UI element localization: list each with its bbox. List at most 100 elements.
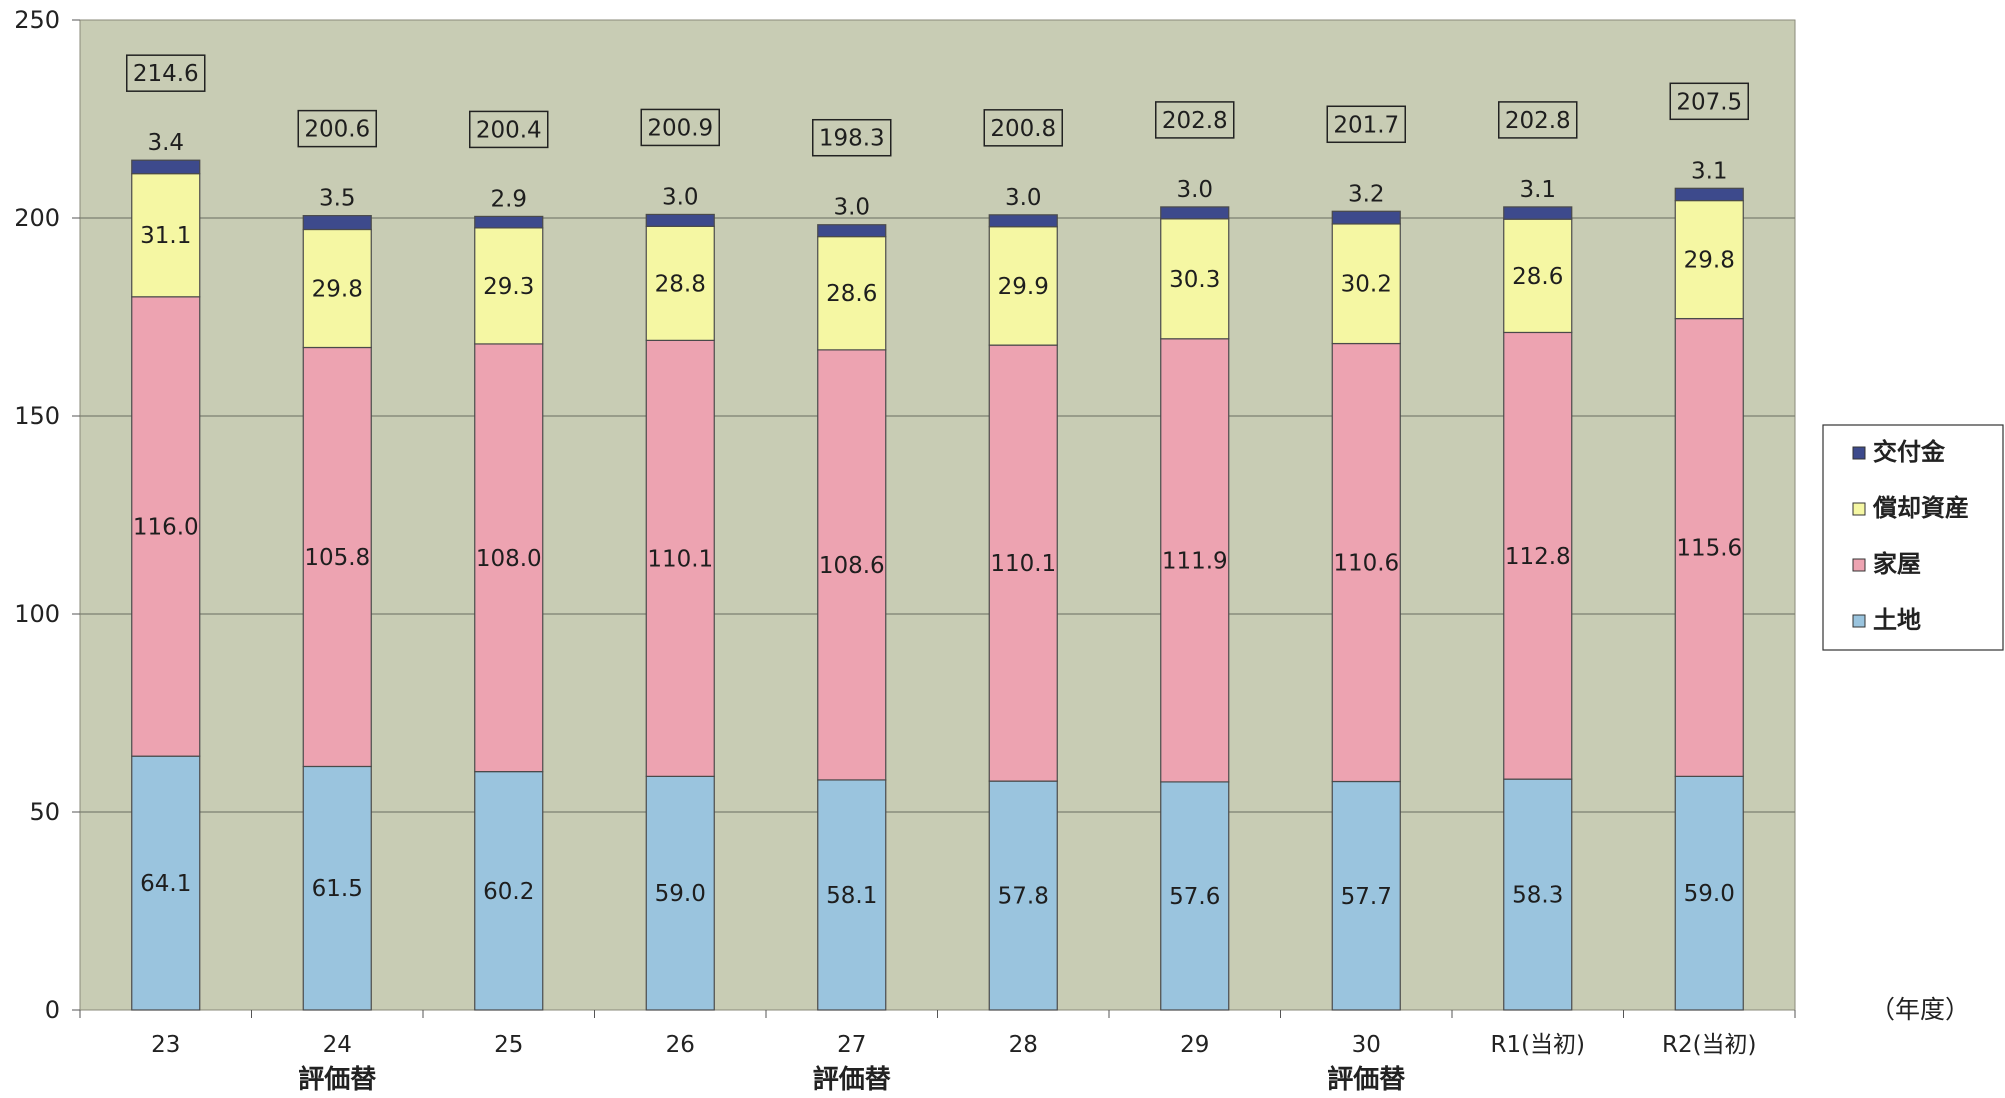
- bar-segment: [1160, 218, 1230, 340]
- total-label-box: [983, 109, 1063, 147]
- segment-label: 29.8: [1684, 248, 1735, 274]
- segment-label: 108.0: [476, 546, 542, 572]
- segment-label: 30.2: [1341, 272, 1392, 298]
- x-category-note: 評価替: [813, 1064, 891, 1094]
- bar-segment: [1160, 206, 1230, 220]
- x-tick-label: 28: [1009, 1032, 1038, 1058]
- bar-segment: [1331, 210, 1401, 225]
- bar-segment: [1674, 775, 1744, 1011]
- bar-segment: [474, 343, 544, 773]
- legend-swatch: [1852, 502, 1866, 516]
- total-label: 200.6: [304, 117, 370, 143]
- segment-label: 31.1: [140, 223, 191, 249]
- segment-label: 57.8: [998, 884, 1049, 910]
- bar-segment: [1503, 206, 1573, 220]
- segment-label: 28.6: [1512, 264, 1563, 290]
- legend-label: 家屋: [1873, 550, 1921, 578]
- segment-label: 110.1: [647, 546, 713, 572]
- segment-label: 29.9: [998, 274, 1049, 300]
- bar-segment: [988, 344, 1058, 782]
- bar-segment: [474, 227, 544, 345]
- bar-segment: [1160, 781, 1230, 1011]
- segment-label-top: 3.0: [662, 184, 699, 210]
- bar-segment: [645, 225, 715, 341]
- legend-swatch: [1852, 446, 1866, 460]
- segment-label-top: 2.9: [490, 186, 527, 212]
- bar-segment: [645, 213, 715, 227]
- bar-segment: [988, 214, 1058, 228]
- bar-segment: [131, 296, 201, 757]
- segment-label-top: 3.0: [1005, 185, 1042, 211]
- segment-label: 29.8: [312, 276, 363, 302]
- segment-label-top: 3.5: [319, 186, 356, 212]
- x-tick-label: R2(当初): [1662, 1032, 1757, 1058]
- y-tick-label: 150: [14, 402, 60, 430]
- segment-label-top: 3.0: [1176, 177, 1213, 203]
- bar-segment: [645, 339, 715, 777]
- segment-label: 30.3: [1169, 267, 1220, 293]
- bar-segment: [302, 228, 372, 349]
- segment-label: 64.1: [140, 871, 191, 897]
- total-label-box: [1155, 101, 1235, 139]
- y-tick-label: 0: [45, 996, 60, 1024]
- segment-label-top: 3.4: [147, 130, 184, 156]
- segment-label: 57.6: [1169, 884, 1220, 910]
- x-tick-label: 25: [494, 1032, 523, 1058]
- bar-segment: [1674, 317, 1744, 777]
- legend-label: 交付金: [1873, 438, 1946, 466]
- segment-label: 57.7: [1341, 884, 1392, 910]
- segment-label: 59.0: [655, 881, 706, 907]
- segment-label: 116.0: [133, 514, 199, 540]
- y-tick-label: 100: [14, 600, 60, 628]
- segment-label: 28.6: [826, 281, 877, 307]
- segment-label: 28.8: [655, 271, 706, 297]
- bar-segment: [1160, 338, 1230, 783]
- bars: [131, 159, 1744, 1011]
- total-label-box: [1498, 101, 1578, 139]
- segment-label: 29.3: [483, 274, 534, 300]
- legend-label: 償却資産: [1872, 494, 1969, 522]
- bar-segment: [817, 349, 887, 781]
- segment-label: 112.8: [1505, 544, 1571, 570]
- total-label: 202.8: [1162, 108, 1228, 134]
- axes: 0 50 100 150 200 250 23 24 評価替 25 26 27 評価替 28 29 30 評価替…: [14, 6, 1970, 1095]
- segment-label: 105.8: [304, 545, 370, 571]
- segment-label: 58.3: [1512, 883, 1563, 909]
- total-label-box: [469, 110, 549, 149]
- bar-segment: [302, 215, 372, 231]
- legend-swatch: [1852, 614, 1866, 628]
- x-tick-label: 29: [1180, 1032, 1209, 1058]
- segment-label-top: 3.0: [833, 195, 870, 221]
- total-label: 200.4: [476, 117, 542, 143]
- x-tick-label: 27: [837, 1032, 866, 1058]
- total-label: 207.5: [1676, 89, 1742, 115]
- bar-segment: [1674, 199, 1744, 320]
- bar-segment: [1503, 778, 1573, 1011]
- x-tick-label: R1(当初): [1490, 1032, 1585, 1058]
- x-category-note: 評価替: [1327, 1064, 1405, 1094]
- segment-label: 59.0: [1684, 881, 1735, 907]
- x-tick-label: 30: [1352, 1032, 1381, 1058]
- total-label: 201.7: [1333, 112, 1399, 138]
- bar-segment: [131, 755, 201, 1011]
- y-tick-label: 250: [14, 6, 60, 34]
- total-label-box: [812, 118, 892, 157]
- bar-segment: [645, 775, 715, 1011]
- y-tick-label: 50: [29, 798, 60, 826]
- bar-segment: [988, 780, 1058, 1011]
- bar-segment: [131, 159, 201, 175]
- data-labels: 64.1 116.0 31.1 3.4 214.6 61.5 105.8 29.8 3.5 200…: [126, 54, 1749, 910]
- segment-label: 115.6: [1676, 535, 1742, 561]
- segment-label: 61.5: [312, 876, 363, 902]
- total-label-box: [640, 108, 720, 147]
- bar-segment: [817, 779, 887, 1011]
- bar-segment: [988, 226, 1058, 346]
- x-tick-label: 24: [323, 1032, 352, 1058]
- y-tick-label: 200: [14, 204, 60, 232]
- bar-segment: [1503, 218, 1573, 334]
- segment-label-top: 3.1: [1691, 158, 1728, 184]
- bar-segment: [1331, 780, 1401, 1011]
- legend-swatch: [1852, 558, 1866, 572]
